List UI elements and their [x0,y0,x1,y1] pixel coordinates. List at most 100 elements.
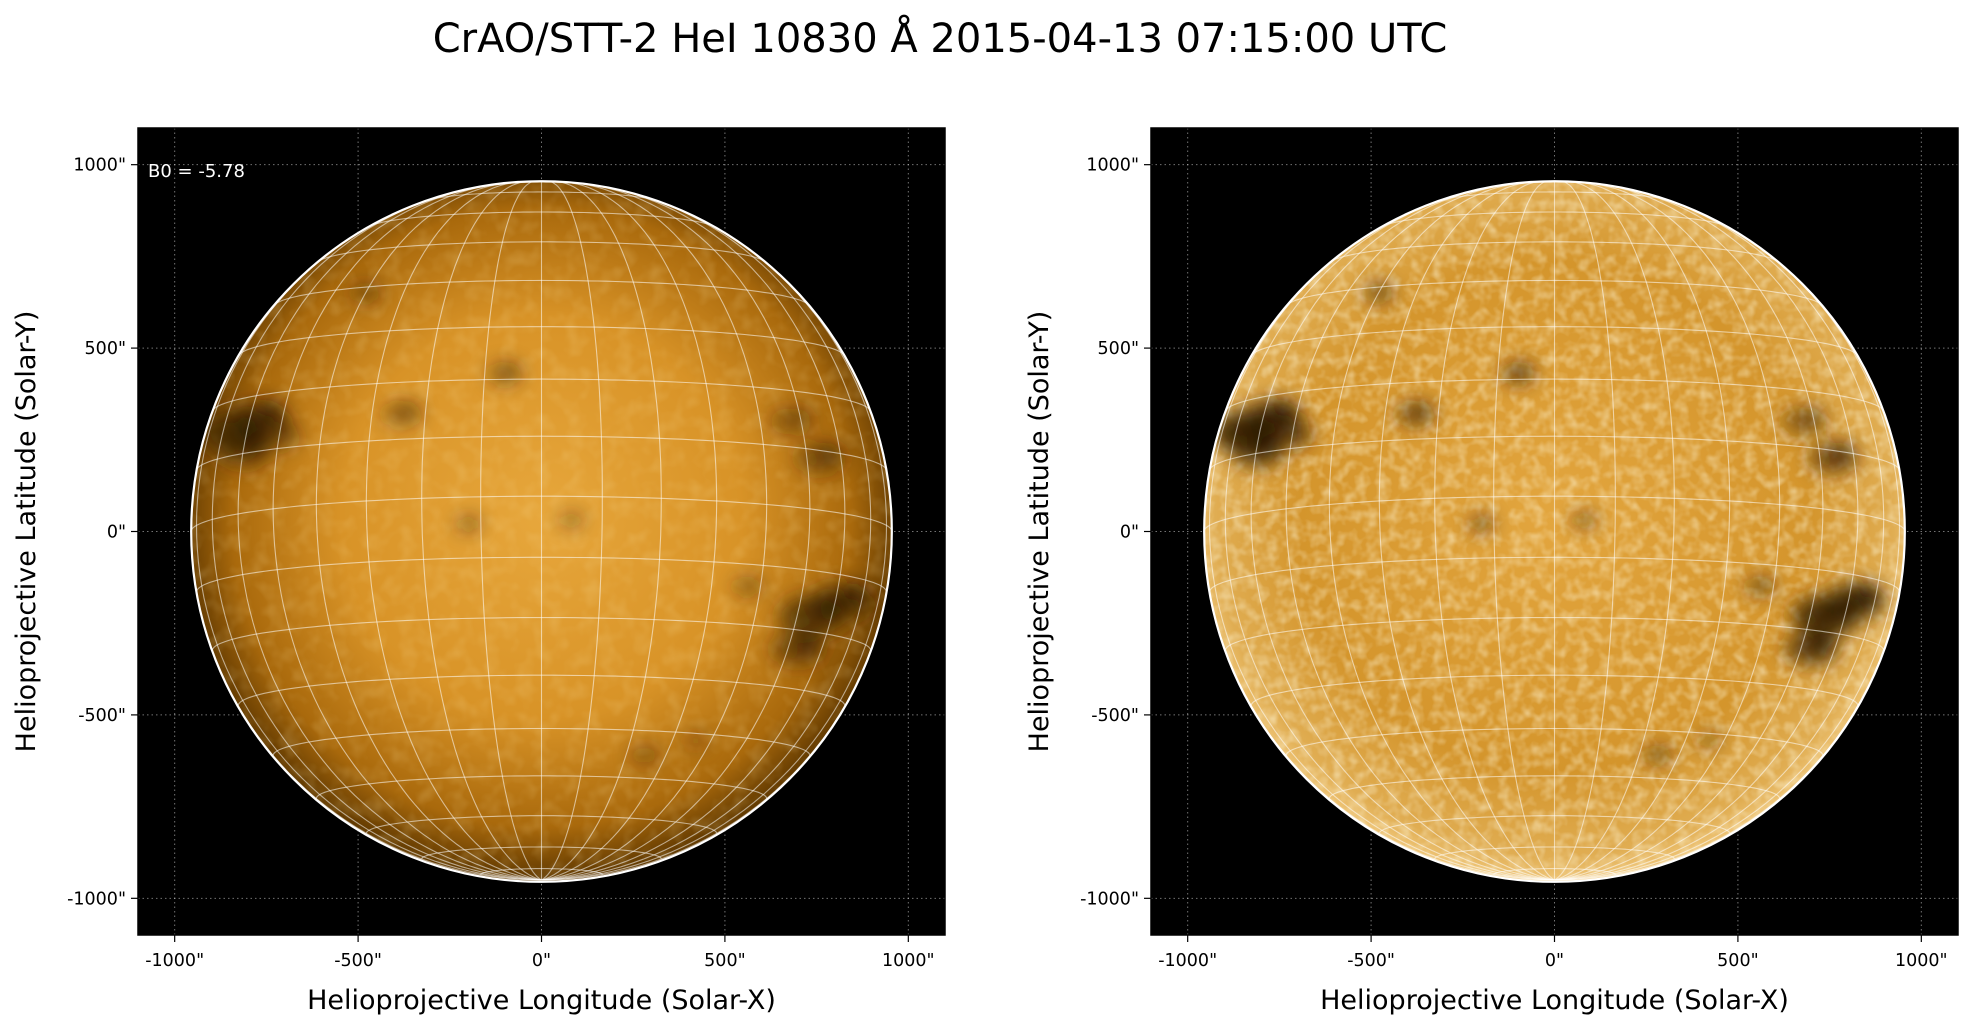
heliographic-grid [191,181,892,881]
parallel-line [369,211,714,227]
parallel-line [274,279,809,306]
parallel-line [1382,211,1727,227]
meridian-line [541,232,888,881]
dark-feature-core [399,402,420,418]
dark-feature-core [1757,577,1774,589]
meridian-line [1378,181,1555,881]
parallel-line [1209,435,1900,471]
y-tick-label: 0" [1120,523,1139,543]
meridian-line [211,195,542,881]
meridian-line [421,181,542,881]
x-tick-label: -500" [1347,951,1395,971]
parallel-line [238,326,845,356]
dark-feature-core [466,516,480,526]
disk-content [191,181,892,882]
panels-layer: -1000" 1000" -500" 500" 0" 0" 500" -500" 1000" -1… [11,127,1959,1016]
parallel-line [1440,191,1669,201]
parallel-line [1251,326,1858,356]
meridian-line [541,195,872,881]
meridian-line [315,182,542,881]
dark-feature-core [744,577,761,589]
parallel-line [237,674,846,706]
parallel-line [1225,378,1884,411]
meridian-line [195,232,542,881]
dark-feature-core [693,733,707,743]
parallel-line [1204,495,1905,532]
x-axis-label: Helioprojective Longitude (Solar-X) [1320,985,1789,1016]
x-tick-label: -500" [334,951,382,971]
parallel-line [427,191,656,201]
parallel-line [421,846,662,860]
y-tick-label: -1000" [67,889,126,909]
dark-features [199,284,871,765]
parallel-line [272,727,811,756]
dark-feature-core [274,422,298,440]
heliographic-grid [1204,181,1905,881]
y-tick-label: -500" [1091,706,1139,726]
parallel-line [318,241,765,262]
dark-feature-core [1850,583,1882,606]
parallel-line [1328,775,1781,799]
parallel-line [211,617,872,651]
meridian-line [1224,195,1555,881]
parallel-line [196,435,887,471]
solar-limb [1203,180,1906,883]
dark-feature-core [1829,443,1856,462]
x-tick-label: 0" [1545,951,1564,971]
parallel-line [1224,617,1885,651]
dark-feature-core [1800,408,1824,425]
parallel-line [315,775,768,799]
x-axis-label: Helioprojective Longitude (Solar-X) [307,985,776,1016]
meridian-line [541,181,603,881]
b0-annotation: B0 = -5.78 [148,161,245,182]
dark-feature-core [1515,363,1534,377]
dark-feature-core [1655,746,1671,758]
x-tick-label: -1000" [145,951,204,971]
figure-title: CrAO/STT-2 HeI 10830 Å 2015-04-13 07:15:… [433,14,1448,62]
ticks: -1000" 1000" -500" 500" 0" 0" 500" -500" 1000" -1… [67,156,935,971]
meridian-line [1554,183,1824,881]
meridian-line [1554,181,1731,881]
parallel-line [480,868,603,875]
dark-feature-core [1479,516,1493,526]
x-tick-label: 0" [532,951,551,971]
meridian-line [1328,182,1555,881]
meridian-line [1493,181,1555,881]
meridian-line [1208,232,1555,881]
meridian-line [1554,181,1616,881]
panel-right: -1000" 1000" -500" 500" 0" 0" 500" -500" 1000" -1… [1024,127,1959,1016]
meridian-line [272,183,542,881]
dark-feature-core [569,513,582,523]
dark-feature-core [1412,402,1433,418]
meridian-line [1554,195,1885,881]
meridian-line [1554,182,1781,881]
dark-feature-core [1582,513,1595,523]
parallel-line [195,556,888,593]
meridian-line [1554,232,1901,881]
x-tick-label: -1000" [1158,951,1217,971]
dark-feature-core [642,746,658,758]
solar-limb [190,180,893,883]
parallel-line [1250,674,1859,706]
meridian-line [365,181,542,881]
parallel-line [1493,868,1616,875]
panel-left: -1000" 1000" -500" 500" 0" 0" 500" -500" 1000" -1… [11,127,946,1016]
y-tick-label: 500" [1098,339,1139,359]
parallel-line [1434,846,1675,860]
y-axis-label: Helioprojective Latitude (Solar-Y) [11,311,42,753]
x-tick-label: 500" [704,951,745,971]
dark-feature-core [1807,632,1836,653]
dark-feature-core [1287,422,1311,440]
meridian-line [541,181,662,881]
x-tick-label: 500" [1717,951,1758,971]
dark-feature-core [787,408,811,425]
parallel-line [1378,815,1731,834]
y-tick-label: 0" [107,523,126,543]
parallel-line [1287,279,1822,306]
parallel-line [365,815,718,834]
dark-features [1212,284,1884,765]
parallel-line [1208,556,1901,593]
dark-feature-core [502,363,521,377]
parallel-line [191,495,892,532]
